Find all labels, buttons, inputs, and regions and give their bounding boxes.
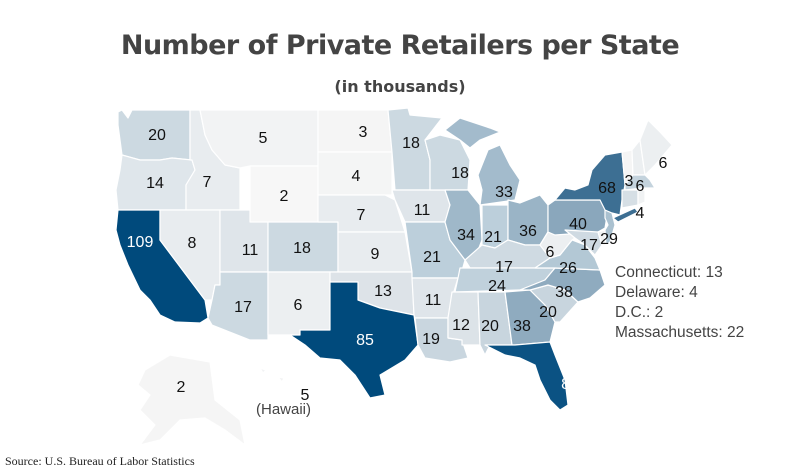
note-massachusetts: Massachusetts: 22: [615, 324, 745, 341]
label-UT: 11: [242, 242, 259, 259]
state-RI[interactable]: [637, 189, 646, 206]
label-MD: 17: [580, 237, 598, 254]
state-TX[interactable]: [289, 281, 419, 399]
label-IL: 34: [457, 227, 475, 244]
state-NC[interactable]: [519, 267, 606, 303]
note-delaware: Delaware: 4: [615, 284, 698, 301]
state-HI[interactable]: [259, 367, 307, 397]
hawaii-caption: (Hawaii): [256, 401, 312, 418]
label-NJ: 29: [600, 231, 618, 248]
label-OR: 14: [146, 175, 164, 192]
small-states-notes: Connecticut: 13 Delaware: 4 D.C.: 2 Mass…: [615, 263, 744, 343]
label-AL: 20: [481, 318, 499, 335]
label-ID: 7: [203, 174, 212, 191]
label-NE: 7: [357, 207, 366, 224]
label-TN: 24: [488, 278, 506, 295]
label-MS: 12: [452, 317, 470, 334]
label-NM: 6: [294, 297, 303, 314]
label-WI: 18: [451, 165, 469, 182]
state-FL[interactable]: [484, 341, 569, 411]
chart-subtitle: (in thousands): [334, 77, 466, 96]
source-note: Source: U.S. Bureau of Labor Statistics: [5, 454, 195, 468]
label-AK: 2: [177, 379, 186, 396]
label-CA: 109: [127, 234, 154, 251]
state-ND[interactable]: [317, 109, 393, 153]
label-NY: 68: [598, 180, 616, 197]
label-OH: 36: [519, 223, 537, 240]
state-MI[interactable]: [444, 117, 521, 206]
label-MT: 5: [259, 130, 268, 147]
state-SD[interactable]: [317, 151, 393, 196]
label-HI: 5: [301, 387, 310, 404]
label-ME: 6: [659, 155, 668, 172]
label-SD: 4: [352, 168, 361, 185]
label-MO: 21: [423, 249, 441, 266]
note-connecticut: Connecticut: 13: [615, 264, 723, 281]
label-ND: 3: [359, 124, 368, 141]
state-NJ[interactable]: [604, 209, 616, 246]
note-dc: D.C.: 2: [615, 304, 664, 321]
label-NC: 38: [555, 284, 573, 301]
label-KS: 9: [371, 246, 380, 263]
label-PA: 40: [569, 216, 587, 233]
label-WY: 2: [280, 188, 289, 205]
label-MN: 18: [402, 135, 420, 152]
label-GA: 38: [513, 318, 531, 335]
label-CO: 18: [293, 240, 311, 257]
label-KY: 17: [495, 259, 513, 276]
label-NH: 6: [636, 178, 645, 195]
label-FL: 84: [561, 376, 579, 393]
label-WA: 20: [148, 127, 166, 144]
chart-title: Number of Private Retailers per State: [120, 30, 680, 61]
label-RI: 4: [636, 205, 645, 222]
long-island[interactable]: [612, 207, 639, 223]
label-LA: 19: [422, 331, 440, 348]
label-AR: 11: [425, 292, 442, 309]
label-VT: 3: [625, 173, 634, 190]
label-TX: 85: [356, 332, 374, 349]
label-IA: 11: [414, 202, 431, 219]
label-AZ: 17: [234, 299, 252, 316]
label-MI: 33: [495, 184, 513, 201]
label-OK: 13: [374, 283, 392, 300]
label-VA: 26: [559, 260, 577, 277]
label-IN: 21: [484, 229, 502, 246]
label-WV: 6: [546, 244, 555, 261]
state-AK[interactable]: [137, 354, 246, 446]
label-NV: 8: [188, 235, 197, 252]
label-SC: 20: [539, 304, 557, 321]
